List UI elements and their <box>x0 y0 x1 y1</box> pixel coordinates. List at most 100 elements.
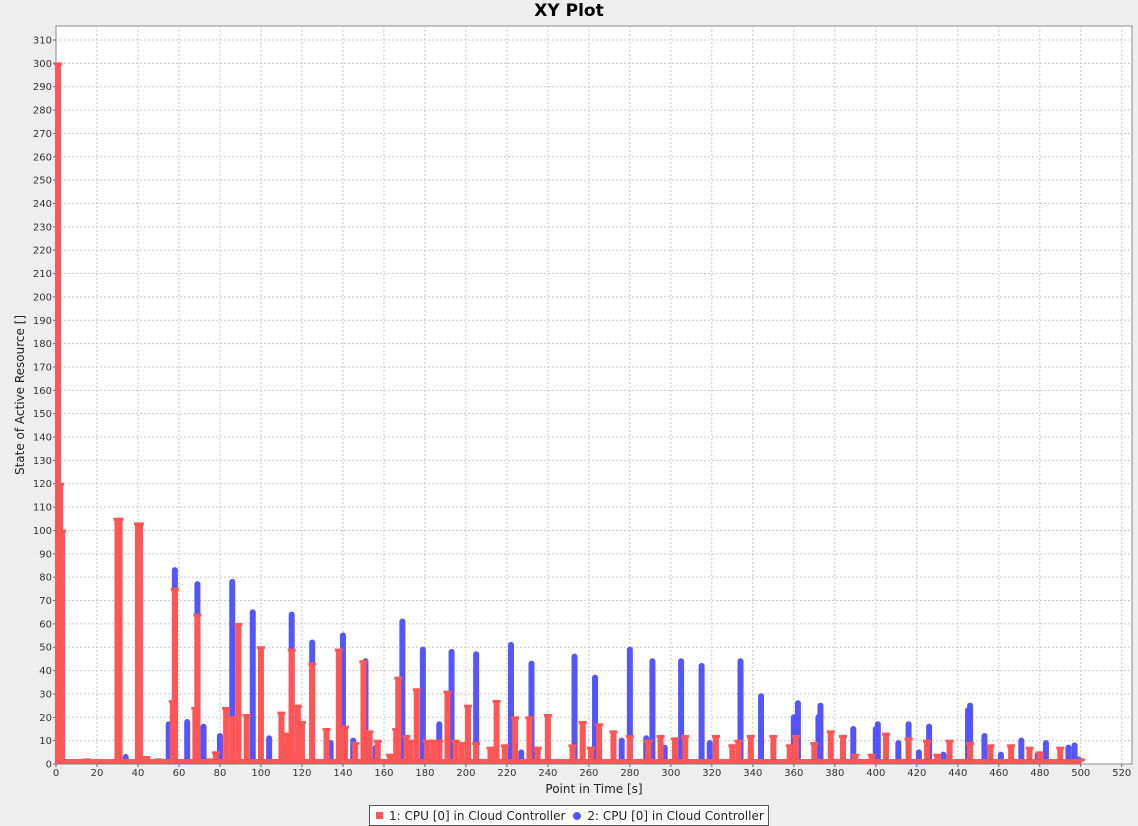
series-1-point-marker <box>791 734 800 738</box>
series-1-point-marker <box>511 716 520 720</box>
series-1-point-marker <box>435 739 444 743</box>
y-tick-label: 140 <box>33 433 52 444</box>
series-1-point-marker <box>543 713 552 717</box>
series-1-point-marker <box>457 741 466 745</box>
x-tick-label: 340 <box>743 768 762 779</box>
x-tick-label: 320 <box>702 768 721 779</box>
x-tick-label: 60 <box>173 768 186 779</box>
x-tick-label: 40 <box>132 768 145 779</box>
legend-label-series-1: 1: CPU [0] in Cloud Controller <box>389 808 566 823</box>
series-1-point-marker <box>746 734 755 738</box>
series-1-point-marker <box>256 646 265 650</box>
series-1-point-marker <box>1035 751 1044 755</box>
series-layer <box>54 62 1085 765</box>
y-tick-label: 230 <box>33 222 52 233</box>
circle-marker-icon <box>573 811 582 820</box>
plot-canvas: 0 20 40 60 80 100 120 140 160 180 200 220 240 260 280 3… <box>13 25 1133 796</box>
series-1-point-marker <box>769 734 778 738</box>
series-1-point-marker <box>568 744 577 748</box>
series-1-point-marker <box>882 732 891 736</box>
series-1-point-marker <box>728 744 737 748</box>
y-tick-label: 120 <box>33 479 52 490</box>
x-tick-label: 400 <box>866 768 885 779</box>
legend-item-series-1: 1: CPU [0] in Cloud Controller <box>376 809 565 823</box>
series-1-point-marker <box>986 744 995 748</box>
series-1-point-marker <box>308 662 317 666</box>
series-1-point-marker <box>412 688 421 692</box>
series-1-point-marker <box>386 753 395 757</box>
y-tick-label: 170 <box>33 362 52 373</box>
series-1-point-marker <box>681 734 690 738</box>
x-tick-label: 140 <box>333 768 352 779</box>
series-1-point-marker <box>340 725 349 729</box>
series-1-point-marker <box>373 739 382 743</box>
plot-area <box>55 25 1133 765</box>
chart-title: XY Plot <box>534 1 604 21</box>
series-1-point-marker <box>1025 746 1034 750</box>
series-1-point-marker <box>625 734 634 738</box>
y-tick-label: 220 <box>33 246 52 257</box>
y-tick-label: 50 <box>39 643 52 654</box>
x-tick-label: 500 <box>1071 768 1090 779</box>
x-tick-label: 80 <box>214 768 227 779</box>
series-1-point-marker <box>609 730 618 734</box>
y-tick-label: 80 <box>39 573 52 584</box>
x-tick-label: 180 <box>415 768 434 779</box>
y-tick-label: 240 <box>33 199 52 210</box>
y-tick-label: 10 <box>39 736 52 747</box>
series-1-point-marker <box>82 758 91 762</box>
x-tick-label: 440 <box>948 768 967 779</box>
x-tick-label: 120 <box>292 768 311 779</box>
series-1-point-marker <box>277 711 286 715</box>
y-tick-label: 110 <box>33 503 52 514</box>
series-1-point-marker <box>293 704 302 708</box>
series-1-point-marker <box>933 753 942 757</box>
series-1-point-marker <box>334 648 343 652</box>
series-1-point-marker <box>402 734 411 738</box>
series-1-point-marker <box>394 676 403 680</box>
series-1-point-marker <box>810 741 819 745</box>
series-1-point-marker <box>451 739 460 743</box>
x-tick-label: 280 <box>620 768 639 779</box>
series-1-point-marker <box>283 732 292 736</box>
x-tick-label: 420 <box>907 768 926 779</box>
y-tick-label: 0 <box>46 760 52 771</box>
series-1-point-marker <box>193 613 202 617</box>
y-tick-label: 20 <box>39 713 52 724</box>
y-tick-label: 30 <box>39 689 52 700</box>
x-tick-label: 260 <box>579 768 598 779</box>
series-1-point-marker <box>351 741 360 745</box>
series-1-point-marker <box>826 730 835 734</box>
y-tick-label: 150 <box>33 409 52 420</box>
y-tick-label: 60 <box>39 619 52 630</box>
series-1-point-marker <box>644 739 653 743</box>
y-tick-label: 310 <box>33 36 52 47</box>
series-1-point-marker <box>525 716 534 720</box>
legend-label-series-2: 2: CPU [0] in Cloud Controller <box>587 808 764 823</box>
series-1-point-marker <box>500 744 509 748</box>
series-1-point-marker <box>142 755 151 759</box>
series-1-point-marker <box>205 758 214 762</box>
y-tick-label: 290 <box>33 82 52 93</box>
y-axis-label: State of Active Resource [] <box>13 315 27 475</box>
y-axis-ticks: 0 10 20 30 40 50 60 70 80 90 100 110 120 130 140 150 160… <box>33 36 56 771</box>
series-1-point-marker <box>945 739 954 743</box>
x-tick-label: 520 <box>1112 768 1131 779</box>
x-tick-label: 0 <box>53 768 59 779</box>
series-1-point-marker <box>429 739 438 743</box>
series-1-point-marker <box>734 739 743 743</box>
series-1-point-marker <box>533 746 542 750</box>
y-tick-label: 130 <box>33 456 52 467</box>
series-1-point-marker <box>656 734 665 738</box>
series-1-point-marker <box>670 737 679 741</box>
y-tick-label: 300 <box>33 59 52 70</box>
x-tick-label: 220 <box>497 768 516 779</box>
series-1-point-marker <box>1056 746 1065 750</box>
series-1-point-marker <box>1076 758 1085 762</box>
x-axis-ticks: 0 20 40 60 80 100 120 140 160 180 200 220 240 260 280 3… <box>53 764 1131 779</box>
series-1-point-marker <box>785 744 794 748</box>
x-tick-label: 240 <box>538 768 557 779</box>
y-tick-label: 260 <box>33 152 52 163</box>
series-1-point-marker <box>56 482 65 486</box>
x-tick-label: 20 <box>91 768 104 779</box>
